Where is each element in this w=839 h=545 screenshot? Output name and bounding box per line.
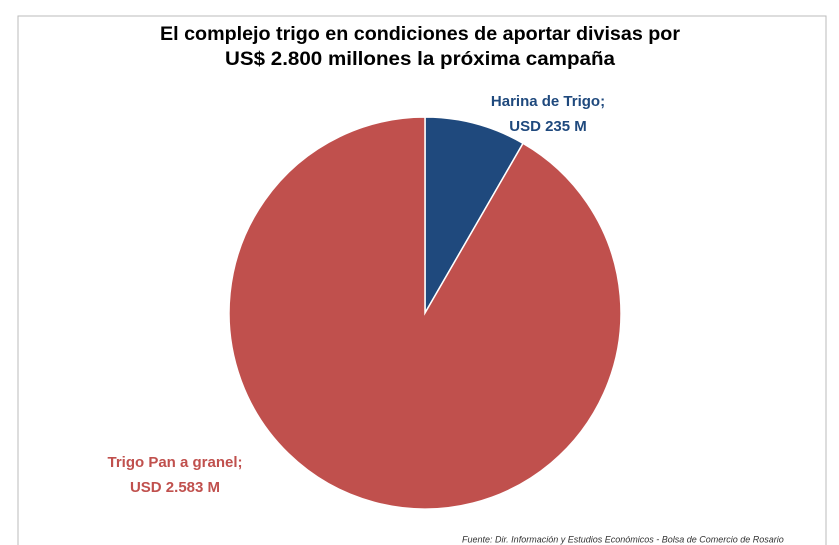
pie-slice	[424, 116, 525, 316]
slice-value-label: USD 2.583 M	[130, 479, 220, 496]
pie-slice	[228, 116, 622, 510]
slice-label: Trigo Pan a granel;	[107, 454, 242, 471]
source-note: Fuente: Dir. Información y Estudios Econ…	[462, 534, 784, 544]
slice-label: Harina de Trigo;	[491, 93, 605, 110]
chart-title: US$ 2.800 millones la próxima campaña	[225, 49, 615, 70]
slice-value-label: USD 235 M	[509, 118, 587, 135]
chart-title: El complejo trigo en condiciones de apor…	[160, 24, 681, 45]
